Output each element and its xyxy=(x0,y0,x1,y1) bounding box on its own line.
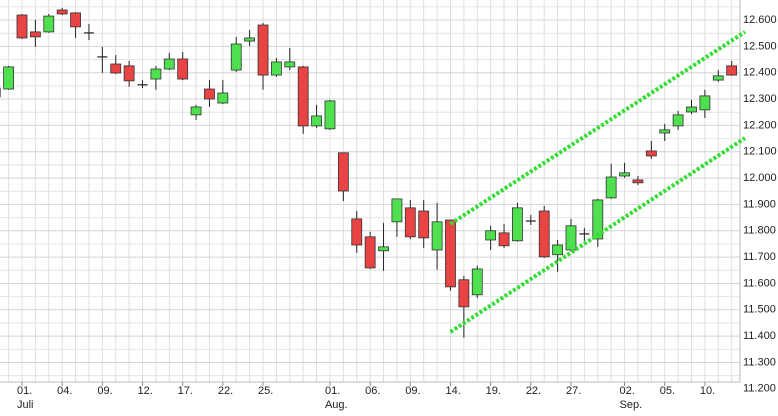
y-tick-label: 11.500 xyxy=(743,304,776,316)
x-tick-label: 01. xyxy=(325,385,340,397)
x-tick-label: 27. xyxy=(566,385,581,397)
candle-body xyxy=(29,31,41,38)
x-tick-label: 10. xyxy=(700,385,715,397)
y-tick-label: 11.600 xyxy=(743,277,776,289)
candle-body xyxy=(217,92,229,104)
candle-body xyxy=(110,63,122,74)
x-tick-label: 17. xyxy=(178,385,193,397)
y-tick-label: 11.700 xyxy=(743,251,776,263)
x-tick-label: 19. xyxy=(486,385,501,397)
candle-body xyxy=(190,106,202,116)
candle-body xyxy=(418,210,430,239)
y-tick-label: 12.600 xyxy=(743,14,777,26)
candle-body xyxy=(257,24,269,76)
candle-body xyxy=(297,66,309,127)
candle-body xyxy=(3,66,15,90)
candle-body xyxy=(686,106,697,113)
month-label: Aug. xyxy=(325,399,348,411)
trend-line xyxy=(449,136,747,334)
x-tick-label: 14. xyxy=(445,385,460,397)
candle-body xyxy=(337,152,349,192)
x-tick-label: 05. xyxy=(660,385,675,397)
candle-body xyxy=(445,219,456,288)
candle-body xyxy=(150,68,162,80)
candle-body xyxy=(565,225,577,251)
candle-body xyxy=(699,95,711,111)
candle-body xyxy=(244,37,256,42)
candle-body xyxy=(632,179,644,184)
candle-body xyxy=(659,129,671,134)
y-tick-label: 11.300 xyxy=(743,356,776,368)
x-tick-label: 09. xyxy=(405,385,420,397)
candle-body xyxy=(204,88,215,100)
candle-body xyxy=(378,246,389,252)
candle-body xyxy=(619,172,630,177)
y-tick-label: 11.800 xyxy=(743,225,776,237)
candle-body xyxy=(672,114,684,127)
x-tick-label: 01. xyxy=(17,385,32,397)
candle-body xyxy=(230,43,242,71)
candle-body xyxy=(391,198,403,223)
candle-body xyxy=(538,210,550,258)
x-tick-label: 02. xyxy=(620,385,635,397)
x-tick-label: 09. xyxy=(97,385,112,397)
candle-body xyxy=(70,12,81,28)
y-tick-label: 12.500 xyxy=(743,40,777,52)
candle-body xyxy=(726,65,738,76)
candle-body xyxy=(163,58,175,70)
y-tick-label: 11.400 xyxy=(743,330,776,342)
candle-body xyxy=(404,207,416,238)
candle-body xyxy=(431,221,443,251)
candle-body xyxy=(351,218,363,246)
candle-body xyxy=(605,176,617,199)
candle-body xyxy=(16,14,28,39)
candle-body xyxy=(284,61,296,68)
candle-body xyxy=(123,65,135,82)
x-tick-label: 22. xyxy=(526,385,541,397)
candle-body xyxy=(458,279,470,308)
candle-body xyxy=(364,236,376,269)
candle-body xyxy=(552,244,563,256)
candle-body xyxy=(512,207,523,242)
candle-body xyxy=(177,58,189,80)
trend-line xyxy=(449,30,747,226)
candle-body xyxy=(43,15,55,33)
y-tick-label: 12.300 xyxy=(743,93,777,105)
y-tick-label: 12.100 xyxy=(743,146,777,158)
month-label: Juli xyxy=(17,399,34,411)
candle-body xyxy=(498,232,510,247)
candle-body xyxy=(56,9,68,15)
candle-body xyxy=(311,115,322,127)
candle-body xyxy=(712,75,724,81)
y-tick-label: 11.200 xyxy=(743,383,776,395)
candle-body xyxy=(592,199,604,240)
x-tick-label: 22. xyxy=(218,385,233,397)
y-tick-label: 12.000 xyxy=(743,172,777,184)
candle-body xyxy=(471,268,483,296)
y-tick-label: 12.400 xyxy=(743,67,777,79)
x-tick-label: 25. xyxy=(258,385,273,397)
candle-body xyxy=(271,61,282,76)
candle-body xyxy=(324,100,336,130)
y-tick-label: 11.900 xyxy=(743,198,776,210)
x-tick-label: 06. xyxy=(365,385,380,397)
x-tick-label: 04. xyxy=(57,385,72,397)
month-label: Sep. xyxy=(620,399,643,411)
y-tick-label: 12.200 xyxy=(743,119,777,131)
candle-body xyxy=(645,150,657,157)
candle-body xyxy=(485,230,497,241)
x-tick-label: 12. xyxy=(138,385,153,397)
